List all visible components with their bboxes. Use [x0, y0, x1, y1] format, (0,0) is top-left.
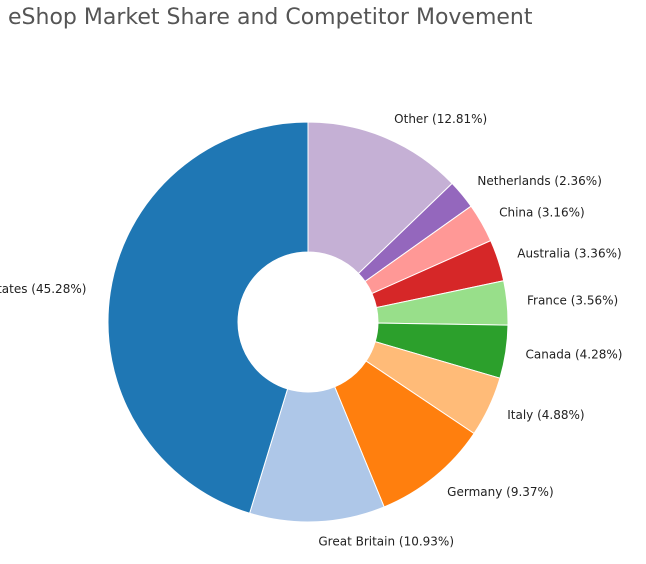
- slice-label: Australia (3.36%): [517, 247, 621, 261]
- slice-label: Other (12.81%): [394, 112, 487, 126]
- slice-label: China (3.16%): [499, 206, 585, 220]
- slice-label: Netherlands (2.36%): [477, 174, 601, 188]
- slice: [107, 121, 309, 514]
- slice-label: Canada (4.28%): [526, 347, 623, 361]
- slice-label: Germany (9.37%): [447, 485, 553, 499]
- slice: [307, 121, 453, 275]
- slice-label: Great Britain (10.93%): [318, 534, 454, 548]
- slice-label: United States (45.28%): [0, 282, 86, 296]
- chart-title: eShop Market Share and Competitor Moveme…: [8, 5, 533, 30]
- slice-label: Italy (4.88%): [507, 408, 584, 422]
- slice: [248, 386, 385, 523]
- slice-label: France (3.56%): [527, 293, 618, 307]
